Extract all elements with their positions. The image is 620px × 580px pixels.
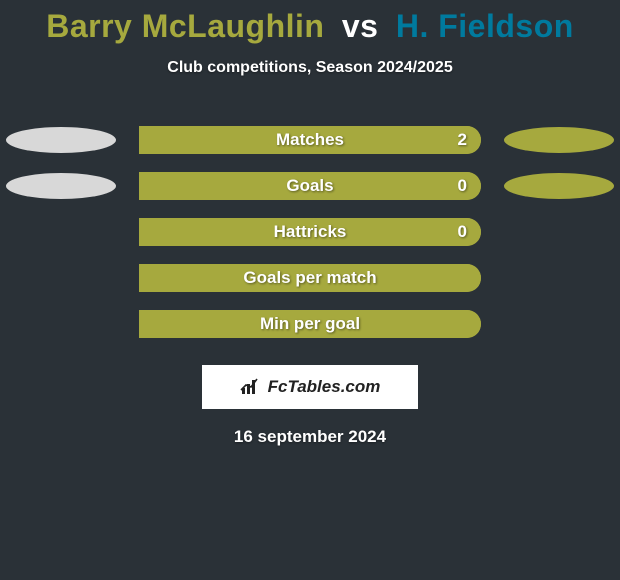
player1-ellipse <box>6 173 116 199</box>
stat-row: Hattricks 0 <box>0 209 620 255</box>
comparison-infographic: Barry McLaughlin vs H. Fieldson Club com… <box>0 0 620 580</box>
logo-badge: FcTables.com <box>202 365 418 409</box>
subtitle: Club competitions, Season 2024/2025 <box>0 59 620 77</box>
stat-label: Goals <box>286 176 333 196</box>
stat-bar: Goals 0 <box>139 172 481 200</box>
player2-ellipse <box>504 127 614 153</box>
stats-block: Matches 2 Goals 0 Hattricks 0 <box>0 117 620 347</box>
stat-bar: Goals per match <box>139 264 481 292</box>
stat-row: Goals per match <box>0 255 620 301</box>
stat-bar: Matches 2 <box>139 126 481 154</box>
stat-label: Goals per match <box>243 268 376 288</box>
stat-label: Min per goal <box>260 314 360 334</box>
stat-bar: Min per goal <box>139 310 481 338</box>
chart-icon <box>240 378 262 396</box>
title-player2: H. Fieldson <box>396 8 574 44</box>
date-text: 16 september 2024 <box>0 427 620 447</box>
page-title: Barry McLaughlin vs H. Fieldson <box>0 0 620 45</box>
player1-ellipse <box>6 127 116 153</box>
stat-row: Goals 0 <box>0 163 620 209</box>
player2-ellipse <box>504 173 614 199</box>
stat-row: Matches 2 <box>0 117 620 163</box>
stat-value-player2: 0 <box>458 176 467 196</box>
stat-row: Min per goal <box>0 301 620 347</box>
stat-value-player2: 2 <box>458 130 467 150</box>
title-player1: Barry McLaughlin <box>46 8 324 44</box>
stat-value-player2: 0 <box>458 222 467 242</box>
stat-label: Hattricks <box>274 222 347 242</box>
stat-label: Matches <box>276 130 344 150</box>
stat-bar: Hattricks 0 <box>139 218 481 246</box>
title-vs: vs <box>342 8 379 44</box>
logo-text: FcTables.com <box>268 377 381 397</box>
